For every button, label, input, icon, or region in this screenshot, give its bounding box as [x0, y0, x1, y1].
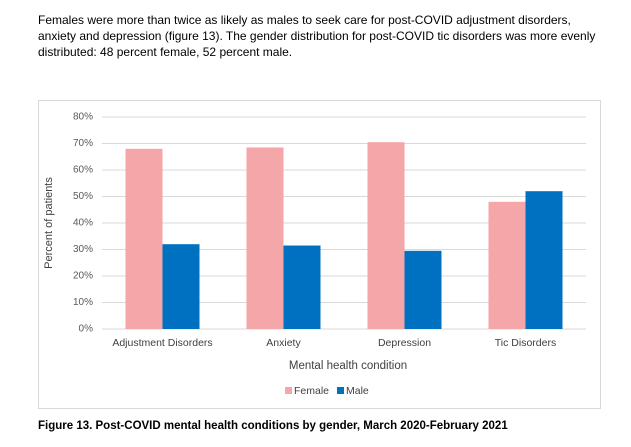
paragraph: Females were more than twice as likely a…	[38, 13, 596, 59]
bar	[125, 148, 163, 329]
bar	[367, 142, 405, 329]
y-tick-label: 10%	[73, 297, 93, 308]
y-tick-label: 60%	[73, 165, 93, 176]
y-tick-label: 80%	[73, 112, 93, 123]
legend-label: Female	[294, 385, 329, 397]
y-tick-label: 40%	[73, 218, 93, 229]
y-tick-label: 50%	[73, 191, 93, 202]
bar	[525, 191, 563, 329]
bar	[404, 250, 442, 329]
y-tick-label: 20%	[73, 271, 93, 282]
y-tick-label: 30%	[73, 244, 93, 255]
y-tick-label: 0%	[79, 324, 94, 335]
figure-caption: Figure 13. Post-COVID mental health cond…	[38, 420, 508, 432]
x-axis-title: Mental health condition	[289, 360, 407, 372]
legend-label: Male	[346, 385, 369, 397]
x-tick-label: Tic Disorders	[495, 337, 556, 349]
x-tick-label: Anxiety	[266, 337, 301, 349]
y-axis-title: Percent of patients	[43, 177, 55, 269]
bar	[283, 245, 321, 329]
chart-frame	[38, 100, 601, 409]
x-tick-label: Adjustment Disorders	[112, 337, 212, 349]
bar	[162, 244, 200, 329]
legend-swatch	[285, 387, 292, 394]
bar	[246, 147, 284, 329]
y-tick-label: 70%	[73, 138, 93, 149]
bar	[488, 201, 526, 329]
legend-swatch	[337, 387, 345, 394]
x-tick-label: Depression	[378, 337, 431, 349]
